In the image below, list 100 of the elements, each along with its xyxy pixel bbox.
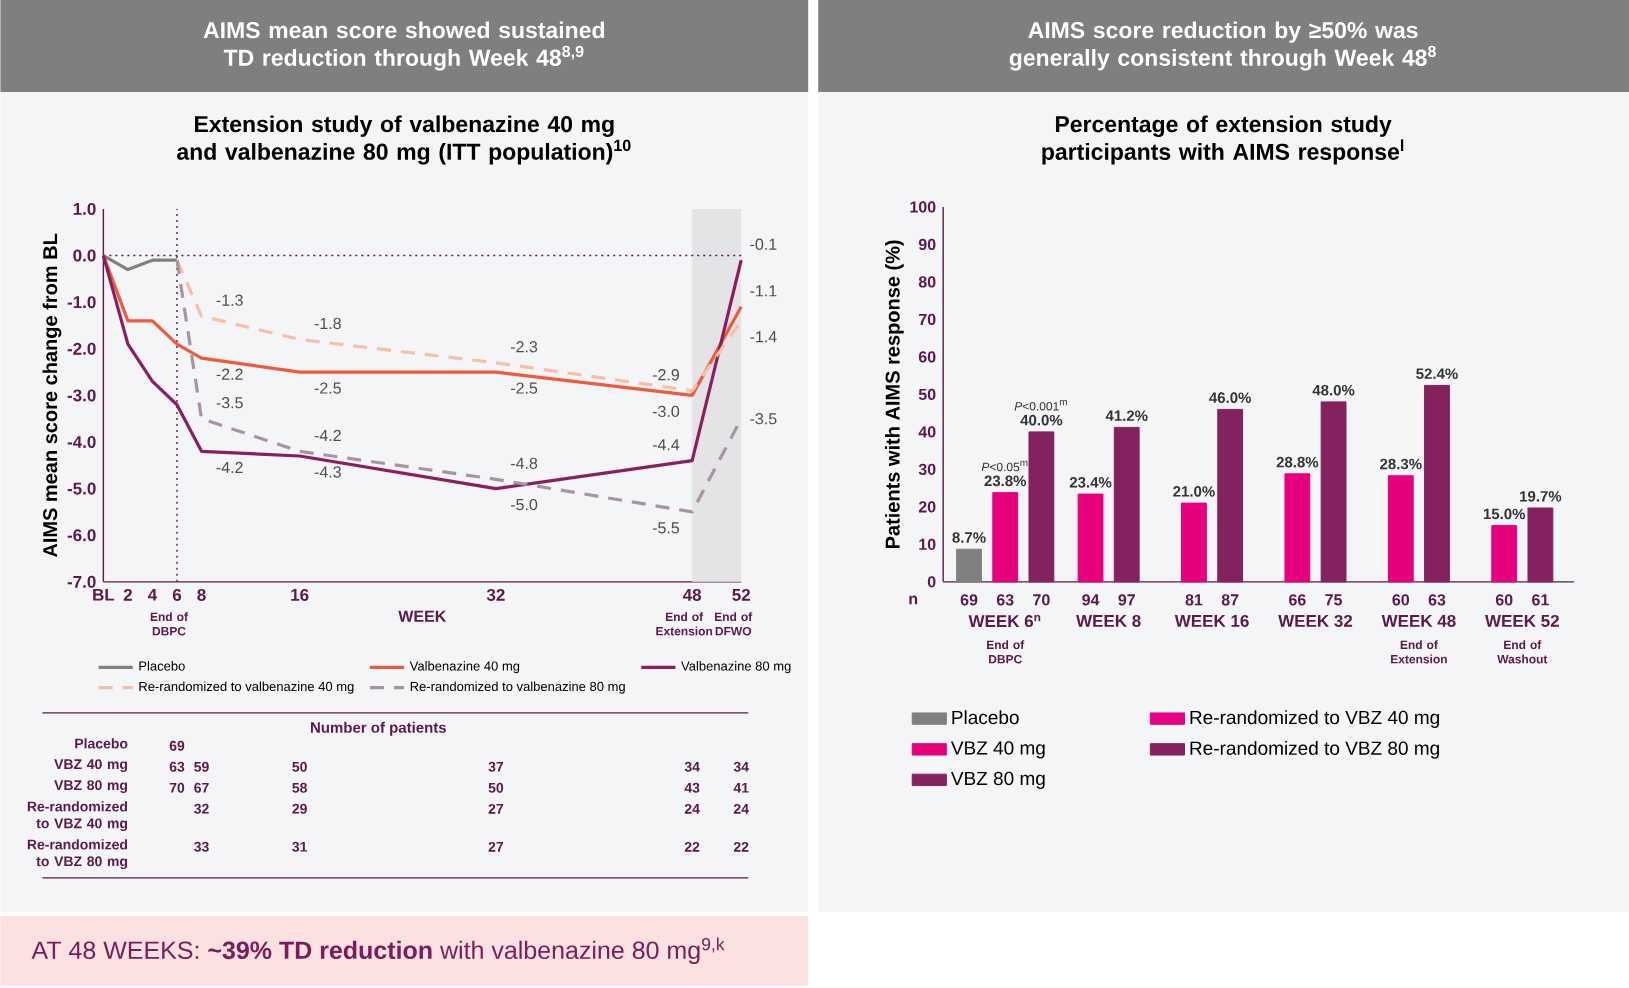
bar [1284, 473, 1311, 583]
legend-label: Placebo [952, 710, 1019, 725]
bar [1181, 502, 1207, 583]
data-label: 40.0% [1020, 414, 1063, 426]
text: 63 [1428, 594, 1446, 606]
y-tick-label: -3.0 [67, 389, 96, 402]
text: Number of patients [311, 721, 446, 736]
text: n [909, 595, 918, 605]
data-label: -0.1 [750, 238, 777, 251]
text: 94 [1082, 594, 1100, 606]
data-label: -2.9 [652, 369, 679, 381]
text: 24 [684, 804, 700, 814]
data-label: 23.4% [1069, 477, 1112, 488]
line-series [101, 254, 743, 491]
y-tick-label: -4.0 [67, 436, 96, 449]
data-label: 48.0% [1312, 385, 1355, 396]
y-tick-label: 40 [918, 426, 936, 438]
data-label: -4.8 [511, 457, 538, 470]
bar [956, 548, 982, 583]
data-label: -1.3 [216, 294, 243, 306]
data-label: -1.4 [750, 331, 777, 343]
y-tick-label: 0.0 [73, 249, 96, 262]
x-tick-label: 32 [486, 589, 505, 602]
x-tick-label: 52 [732, 589, 750, 602]
legend-label: VBZ 80 mg [950, 771, 1045, 790]
text: 69 [960, 594, 978, 606]
text: 37 [488, 761, 504, 772]
y-axis-title: AIMS mean score change from BL [42, 233, 62, 558]
legend-label: VBZ 40 mg [950, 741, 1045, 759]
text: 63 [996, 594, 1014, 606]
legend-label: Placebo [139, 661, 185, 671]
legend-label: Re-randomized to VBZ 80 mg [1190, 741, 1439, 759]
data-label: -1.8 [314, 317, 341, 330]
bar [1424, 385, 1450, 583]
category-label: Placebo [75, 738, 128, 749]
data-label: -5.5 [652, 522, 680, 534]
y-tick-label: -7.0 [67, 575, 96, 588]
text: 70 [169, 782, 185, 793]
bar [992, 492, 1019, 583]
text: AT 48 WEEKS: ~39% TD reduction with valbenazine 80 mg$^{9,k}$ [31, 937, 725, 965]
text: 87 [1221, 594, 1239, 606]
text: 69 [169, 741, 185, 751]
x-tick-label: BL [93, 589, 115, 601]
data-label: 28.8% [1276, 456, 1319, 468]
y-tick-label: 10 [919, 538, 936, 551]
x-tick-label: 48 [682, 589, 702, 602]
data-label: 28.3% [1380, 458, 1422, 470]
text: 59 [194, 761, 209, 772]
text: 75 [1325, 594, 1343, 606]
data-label: -4.3 [314, 466, 341, 478]
chart-subtitle: Percentage of extension study participants with AIMS response$^{l}$ [1042, 115, 1404, 165]
y-tick-label: 60 [918, 351, 936, 363]
data-label: 46.0% [1209, 392, 1251, 404]
data-label: 41.2% [1105, 410, 1148, 422]
x-tick-label: 4 [147, 589, 158, 601]
text: 61 [1532, 594, 1549, 606]
text: End of DFWO [715, 612, 753, 636]
data-label: 23.8% [984, 475, 1027, 487]
text: End of DBPC [987, 640, 1025, 664]
y-tick-label: -2.0 [67, 342, 96, 355]
text: 34 [733, 761, 749, 772]
x-tick-label: 8 [197, 589, 206, 602]
text: End of DBPC [150, 612, 188, 636]
data-label: -3.5 [216, 397, 243, 409]
x-tick-label: WEEK 52 [1485, 615, 1559, 628]
bar [1077, 493, 1104, 583]
bar [1491, 525, 1518, 583]
data-label: -4.2 [216, 461, 243, 474]
data-label: -3.0 [652, 405, 680, 418]
text: 60 [1392, 594, 1410, 606]
text: 31 [292, 841, 308, 852]
x-tick-label: 6 [172, 589, 182, 602]
text: 97 [1118, 594, 1135, 606]
data-label: 15.0% [1483, 508, 1526, 520]
text: 50 [292, 761, 307, 772]
x-axis-title: WEEK [398, 610, 447, 622]
text: 27 [488, 842, 504, 852]
chart-subtitle: Extension study of valbenazine 40 mg and valbenazine 80 mg (ITT population)$^{10}$ [177, 115, 631, 165]
text: 27 [488, 804, 504, 814]
category-label: VBZ 40 mg [54, 759, 128, 773]
text: 29 [292, 803, 307, 814]
y-axis-title: Patients with AIMS response (%) [885, 240, 904, 549]
data-label: 19.7% [1520, 491, 1562, 502]
data-label: 52.4% [1416, 368, 1458, 380]
text: 81 [1185, 594, 1203, 606]
text: End of Extension [1391, 640, 1447, 664]
text: 32 [194, 803, 209, 814]
text: 41 [733, 783, 749, 793]
text: 43 [684, 782, 700, 793]
text: 63 [169, 761, 185, 772]
bar [1028, 431, 1055, 583]
text: End of Washout [1497, 640, 1548, 664]
y-tick-label: 0 [927, 576, 936, 588]
y-tick-label: 70 [919, 313, 936, 326]
y-tick-label: -1.0 [67, 296, 96, 309]
chart-title: AIMS mean score showed sustained TD reduction through Week 48$^{8,9}$ [203, 21, 604, 71]
data-label: -2.5 [314, 382, 341, 394]
text: 66 [1289, 594, 1306, 606]
text: 60 [1495, 594, 1513, 606]
data-label: -2.2 [216, 368, 243, 380]
